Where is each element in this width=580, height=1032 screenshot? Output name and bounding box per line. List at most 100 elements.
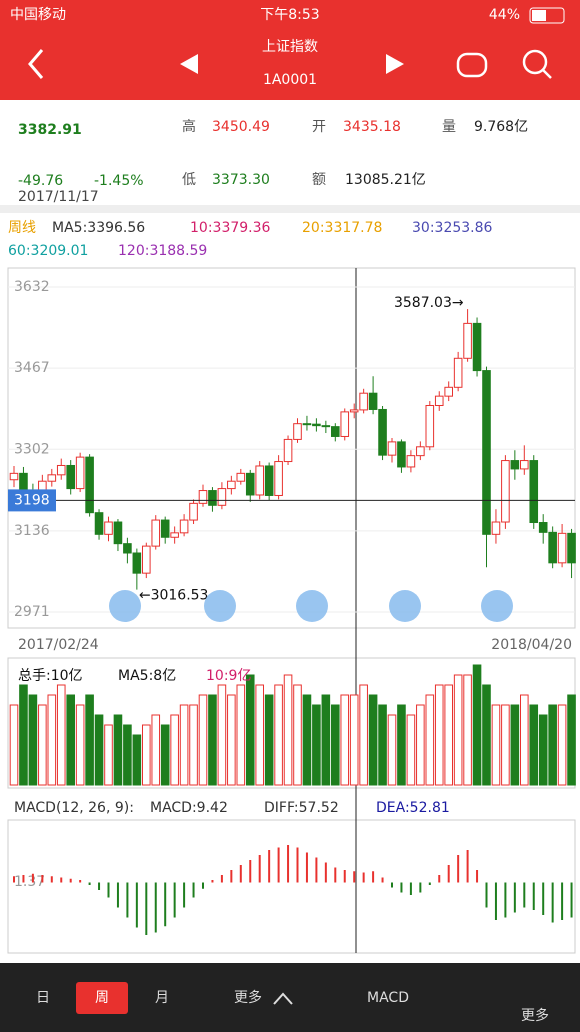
ma5: MA5:3396.56 <box>52 220 145 236</box>
volume-bar <box>434 684 444 786</box>
volume-bar <box>444 684 453 786</box>
volume-bar <box>520 694 529 786</box>
volume-bar <box>217 684 227 786</box>
volume-bar <box>170 714 179 786</box>
candle-body <box>378 408 387 456</box>
volume-bar <box>416 704 425 786</box>
tab-month[interactable]: 月 <box>155 990 169 1006</box>
robot-button[interactable] <box>456 52 488 78</box>
volume-bar <box>179 704 189 786</box>
volume-bar <box>123 724 132 786</box>
back-button[interactable] <box>28 49 44 79</box>
volume-bar <box>340 694 350 786</box>
candle-body <box>227 480 236 490</box>
change: -49.76 <box>18 173 63 189</box>
min-label: ←3016.53 <box>139 588 209 604</box>
volume-bar <box>482 684 491 786</box>
tab-week[interactable]: 周 <box>95 990 109 1006</box>
chart-button[interactable] <box>109 590 141 622</box>
volume-bar <box>529 704 539 786</box>
crosshair-label: 3198 <box>14 492 50 508</box>
volume-bar <box>113 714 123 786</box>
candle-body <box>66 464 76 490</box>
candle-body <box>94 512 104 535</box>
battery-icon <box>529 7 565 24</box>
tab-week-bg[interactable] <box>76 982 128 1014</box>
volume: 9.768亿 <box>474 119 528 135</box>
date: 2017/11/17 <box>18 189 99 205</box>
candle-body <box>47 474 57 482</box>
volume-bar <box>538 714 548 786</box>
candle-body <box>331 426 340 437</box>
volume-bar <box>359 684 368 786</box>
tab-day[interactable]: 日 <box>36 990 50 1006</box>
open-label: 开 <box>312 119 326 135</box>
volume-bar <box>293 684 302 786</box>
candle-body <box>293 423 302 440</box>
candle-body <box>142 545 151 574</box>
candle-body <box>56 464 66 476</box>
volume-bar <box>368 694 378 786</box>
volume-bar <box>198 694 208 786</box>
chart-button[interactable] <box>296 590 328 622</box>
prev-button[interactable] <box>180 54 198 74</box>
candle-body <box>179 519 189 534</box>
candle-body <box>302 423 312 426</box>
low: 3373.30 <box>212 172 270 188</box>
macd-frame <box>7 819 576 954</box>
chart-button[interactable] <box>481 590 513 622</box>
amount-label: 额 <box>312 172 326 188</box>
candle-body <box>217 488 227 506</box>
high: 3450.49 <box>212 119 270 135</box>
volume-bar <box>75 704 85 786</box>
candle-body <box>75 456 85 490</box>
diff-value: DIFF:57.52 <box>264 800 339 816</box>
candle-body <box>510 460 520 470</box>
carrier: 中国移动 <box>10 7 66 23</box>
amount: 13085.21亿 <box>345 172 426 188</box>
low-label: 低 <box>182 172 196 188</box>
candle-body <box>557 532 567 564</box>
volume-bar <box>264 694 274 786</box>
volume-bar <box>463 674 472 786</box>
volume-bar <box>312 704 321 786</box>
title: 上证指数 <box>262 39 318 55</box>
volume-bar <box>208 694 217 786</box>
search-button[interactable] <box>522 49 548 75</box>
candle-body <box>444 386 453 397</box>
header-bg <box>0 0 580 100</box>
volume-bar <box>38 704 47 786</box>
volume-bar <box>85 694 94 786</box>
volume-bar <box>491 704 501 786</box>
candle-body <box>255 465 264 496</box>
candle-body <box>491 521 501 535</box>
volume-bar <box>406 714 416 786</box>
candle-body <box>104 521 113 535</box>
volume-bar <box>56 684 66 786</box>
volume-bar <box>236 684 246 786</box>
volume-bar <box>28 694 38 786</box>
chart-button[interactable] <box>204 590 236 622</box>
divider <box>0 205 580 213</box>
y-tick-label: 3136 <box>14 523 50 539</box>
start-date: 2017/02/24 <box>18 637 99 653</box>
dea-value: DEA:52.81 <box>376 800 450 816</box>
volume-bar <box>567 694 576 786</box>
candle-body <box>321 425 331 428</box>
macd-title: MACD(12, 26, 9): <box>14 800 134 816</box>
volume-label: 量 <box>442 119 456 135</box>
volume-bar <box>321 694 331 786</box>
volume-bar <box>283 674 293 786</box>
candle-body <box>132 552 142 574</box>
chart-button[interactable] <box>389 590 421 622</box>
volume-total: 总手:10亿 <box>18 668 83 684</box>
tab-more[interactable]: 更多 <box>234 989 262 1006</box>
tab-indicator[interactable]: MACD <box>367 990 409 1006</box>
y-tick-label: 3302 <box>14 441 50 457</box>
candle-body <box>425 404 435 448</box>
ma120: 120:3188.59 <box>118 243 207 259</box>
candle-body <box>463 322 472 359</box>
next-button[interactable] <box>386 54 404 74</box>
corner-more[interactable]: 更多 <box>521 1007 549 1024</box>
